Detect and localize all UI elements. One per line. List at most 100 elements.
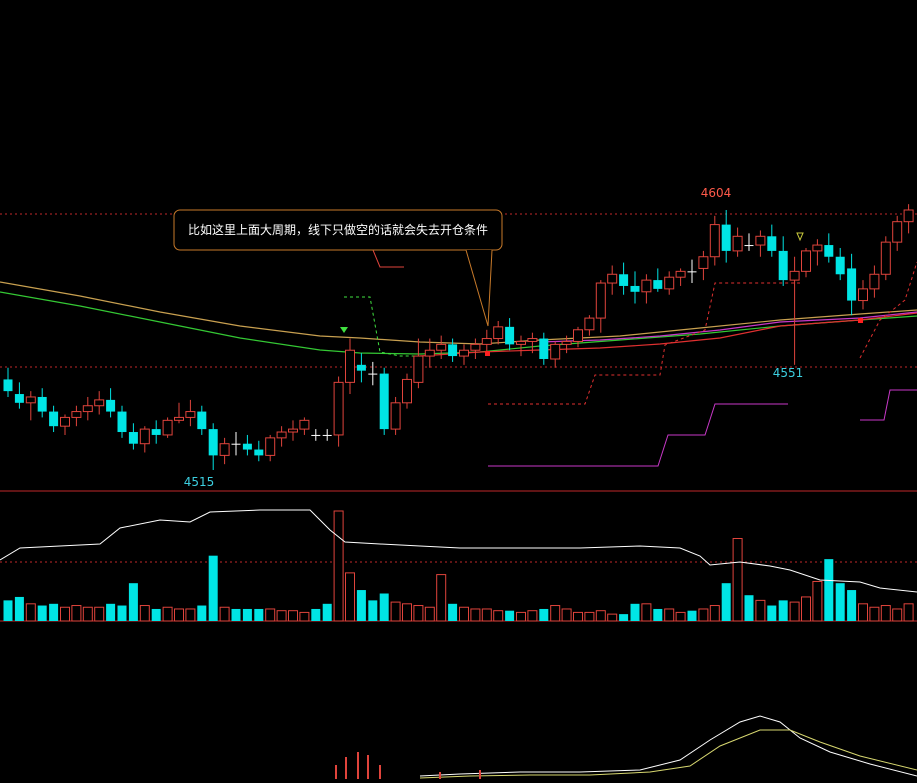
ma-slow-line — [0, 281, 917, 345]
volume-bar — [584, 611, 595, 622]
candle-body — [25, 396, 36, 404]
candle-body — [254, 449, 264, 456]
volume-bar — [448, 603, 458, 621]
candle-body — [379, 373, 389, 430]
candle-body — [812, 244, 823, 252]
volume-bar — [3, 600, 13, 621]
label-layer: 4604 4515 4551 — [184, 186, 804, 489]
candle-body — [903, 209, 914, 223]
volume-bar — [607, 613, 618, 622]
indicator-line-yellow — [419, 729, 917, 779]
volume-bar — [14, 596, 24, 621]
volume-bar — [356, 590, 366, 621]
price-label-low-mid: 4551 — [773, 366, 804, 380]
candle-body — [151, 429, 161, 435]
volume-bar — [903, 603, 914, 622]
volume-bar — [60, 606, 70, 622]
volume-bar — [345, 572, 355, 622]
candle-body — [653, 280, 663, 289]
volume-bar — [231, 608, 241, 621]
candle-body — [573, 329, 583, 342]
candle-body — [778, 250, 788, 281]
candle-body — [402, 378, 412, 404]
signal-dot — [858, 318, 863, 323]
volume-bar — [698, 608, 709, 622]
volume-bar — [208, 555, 218, 621]
candle-body — [368, 373, 378, 375]
volume-bar — [847, 590, 857, 621]
annotation-callout: 比如这里上面大周期，线下只做空的话就会失去开仓条件 — [173, 209, 503, 327]
volume-bar — [322, 603, 332, 621]
volume-bar — [505, 610, 515, 621]
candle-body — [37, 396, 47, 412]
volume-bar — [721, 583, 731, 621]
volume-bar — [94, 606, 105, 622]
volume-bar — [174, 608, 184, 622]
candle-body — [561, 340, 572, 345]
candle-body — [880, 241, 891, 275]
price-label-low-left: 4515 — [184, 475, 215, 489]
price-label-high: 4604 — [701, 186, 732, 200]
volume-bar — [709, 605, 720, 622]
candle-body — [459, 349, 469, 357]
candle-body — [550, 343, 561, 360]
volume-bar — [424, 606, 435, 622]
volume-bar — [573, 611, 583, 622]
candle-body — [174, 416, 184, 421]
volume-bar — [333, 510, 344, 622]
candle-body — [516, 340, 526, 345]
candle-body — [892, 221, 903, 243]
volume-bar — [595, 610, 606, 622]
indicator-layer — [335, 715, 917, 779]
candle-body — [390, 402, 401, 430]
candle-body — [607, 273, 618, 284]
volume-bar — [653, 608, 663, 621]
volume-bar — [824, 559, 834, 621]
volume-layer — [0, 509, 917, 622]
volume-bar — [71, 605, 82, 622]
candle-body — [630, 285, 640, 292]
volume-bar — [493, 610, 504, 622]
volume-bar — [117, 605, 127, 621]
hollow-arrow-icon — [796, 232, 804, 242]
volume-bar — [664, 608, 675, 622]
candle-body — [470, 343, 481, 351]
volume-bar — [49, 603, 59, 621]
candle-body — [687, 271, 697, 273]
candle-body — [493, 326, 504, 340]
volume-bar — [858, 603, 868, 622]
candle-body — [858, 288, 868, 302]
volume-bar — [675, 611, 686, 622]
candle-body — [835, 256, 845, 275]
volume-bar — [687, 610, 697, 621]
volume-bar — [869, 606, 880, 622]
step-guide-purple-2 — [860, 389, 917, 421]
candle-body — [3, 379, 13, 392]
candle-body — [322, 434, 332, 436]
candle-body — [208, 429, 218, 456]
volume-bar — [254, 608, 264, 621]
candle-body — [847, 268, 857, 301]
candle-body — [299, 419, 310, 430]
candle-body — [789, 270, 800, 281]
volume-bar — [368, 600, 378, 621]
ma-fast-line — [419, 312, 917, 357]
candle-body — [709, 224, 720, 258]
candle-body — [185, 411, 196, 418]
candle-body — [755, 235, 766, 246]
candle-body — [345, 349, 355, 383]
candle-layer — [3, 204, 914, 470]
candle-body — [424, 349, 435, 357]
candle-body — [527, 338, 538, 342]
volume-bar — [82, 606, 93, 622]
volume-bar — [219, 606, 230, 622]
candle-body — [139, 428, 150, 445]
volume-bar — [151, 608, 161, 621]
volume-bar — [880, 605, 891, 622]
volume-bar — [892, 608, 903, 622]
volume-bar — [162, 606, 173, 622]
candle-body — [732, 235, 743, 252]
